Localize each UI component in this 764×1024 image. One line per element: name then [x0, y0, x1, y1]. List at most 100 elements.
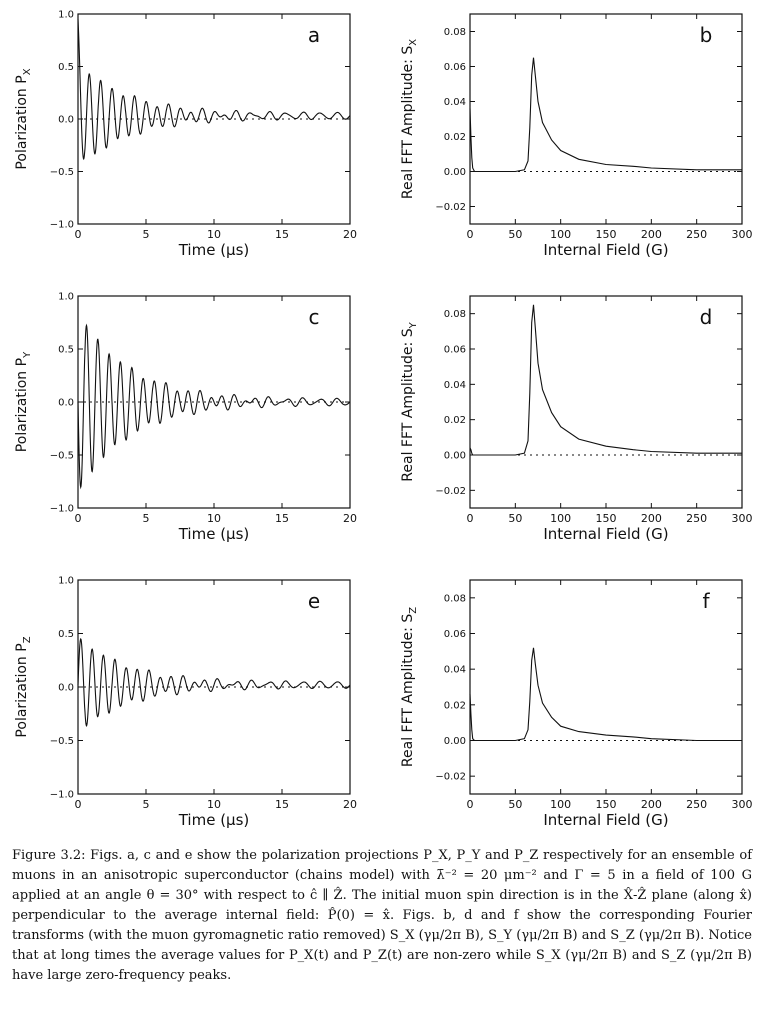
panel-letter: b	[700, 23, 713, 47]
series-line	[469, 647, 742, 742]
x-tick-label: 0	[467, 228, 474, 241]
chart-panel-d: 0 50 100 150 200 250 300 −0.02 0.00 0.02 0.04 0.06 0…	[400, 295, 753, 543]
x-tick-label: 300	[732, 798, 753, 811]
y-tick-label: −0.5	[50, 167, 74, 178]
y-tick-label: −1.0	[50, 220, 74, 231]
x-tick-label: 250	[686, 228, 707, 241]
x-tick-label: 300	[732, 512, 753, 525]
x-tick-label: 200	[641, 798, 662, 811]
x-tick-label: 300	[732, 228, 753, 241]
y-tick-label: 0.06	[444, 62, 466, 73]
chart-panel-e: 0 5 10 15 20 −1.0 −0.5 0.0 0.5 1.0 Time (μs) Polari…	[14, 576, 357, 830]
x-tick-label: 10	[207, 798, 221, 811]
x-tick-label: 20	[343, 512, 357, 525]
y-tick-label: 0.0	[58, 115, 74, 126]
figure-caption: Figure 3.2: Figs. a, c and e show the po…	[12, 848, 752, 983]
panel-letter: c	[309, 305, 320, 329]
y-axis-label: Real FFT Amplitude: SY	[400, 321, 419, 481]
x-tick-label: 20	[343, 228, 357, 241]
x-tick-label: 10	[207, 512, 221, 525]
y-tick-label: 0.08	[444, 593, 466, 604]
x-tick-label: 100	[550, 228, 571, 241]
x-tick-label: 15	[275, 798, 289, 811]
y-tick-label: 1.0	[58, 292, 74, 303]
x-tick-label: 50	[508, 228, 522, 241]
y-tick-label: 0.06	[444, 345, 466, 356]
y-axis-label: Polarization PZ	[14, 636, 33, 737]
y-tick-label: 0.06	[444, 629, 466, 640]
x-tick-label: 50	[508, 512, 522, 525]
panel-letter: d	[700, 305, 713, 329]
y-tick-label: 0.04	[444, 380, 466, 391]
x-tick-label: 5	[143, 512, 150, 525]
x-tick-label: 100	[550, 512, 571, 525]
x-axis-label: Time (μs)	[178, 811, 250, 829]
x-tick-label: 250	[686, 798, 707, 811]
y-axis-label: Real FFT Amplitude: SZ	[400, 607, 419, 767]
x-axis-label: Internal Field (G)	[543, 811, 668, 829]
y-tick-label: 0.0	[58, 398, 74, 409]
x-axis-label: Internal Field (G)	[543, 525, 668, 543]
y-tick-label: 0.08	[444, 27, 466, 38]
y-tick-label: 0.00	[444, 451, 466, 462]
y-tick-label: 0.5	[58, 629, 74, 640]
chart-panel-f: 0 50 100 150 200 250 300 −0.02 0.00 0.02 0.04 0.06 0…	[400, 579, 753, 829]
x-tick-label: 250	[686, 512, 707, 525]
series-line	[77, 323, 351, 490]
x-tick-label: 100	[550, 798, 571, 811]
y-tick-label: 0.04	[444, 97, 466, 108]
x-tick-label: 0	[75, 228, 82, 241]
y-tick-label: 0.02	[444, 700, 466, 711]
y-tick-label: −0.02	[435, 486, 466, 497]
y-tick-label: −1.0	[50, 790, 74, 801]
x-tick-label: 15	[275, 512, 289, 525]
y-tick-label: 0.04	[444, 665, 466, 676]
y-tick-label: 1.0	[58, 576, 74, 587]
chart-panel-a: 0 5 10 15 20 −1.0 −0.5 0.0 0.5 1.0 Time (μs) Polari…	[14, 10, 357, 260]
y-tick-label: 0.02	[444, 132, 466, 143]
x-axis-label: Time (μs)	[178, 241, 250, 259]
x-tick-label: 150	[596, 512, 617, 525]
x-tick-label: 0	[467, 512, 474, 525]
chart-panel-b: 0 50 100 150 200 250 300 −0.02 0.00 0.02 0.04 0.06 0…	[400, 13, 753, 259]
series-line	[469, 57, 742, 173]
panel-letter: e	[308, 589, 320, 613]
x-tick-label: 10	[207, 228, 221, 241]
y-tick-label: 0.02	[444, 415, 466, 426]
y-tick-label: 0.08	[444, 309, 466, 320]
x-tick-label: 50	[508, 798, 522, 811]
y-tick-label: −0.02	[435, 202, 466, 213]
series-line	[77, 637, 351, 728]
y-tick-label: −0.5	[50, 736, 74, 747]
y-tick-label: −0.02	[435, 772, 466, 783]
y-tick-label: 0.00	[444, 167, 466, 178]
x-tick-label: 0	[75, 512, 82, 525]
y-tick-label: 1.0	[58, 10, 74, 21]
x-tick-label: 20	[343, 798, 357, 811]
panel-letter: f	[702, 589, 710, 613]
x-axis-label: Time (μs)	[178, 525, 250, 543]
x-tick-label: 0	[75, 798, 82, 811]
y-tick-label: 0.0	[58, 683, 74, 694]
chart-panel-c: 0 5 10 15 20 −1.0 −0.5 0.0 0.5 1.0 Time (μs) Polari…	[14, 292, 357, 544]
x-tick-label: 200	[641, 512, 662, 525]
x-axis-label: Internal Field (G)	[543, 241, 668, 259]
x-tick-label: 150	[596, 798, 617, 811]
panel-letter: a	[308, 23, 320, 47]
x-tick-label: 5	[143, 228, 150, 241]
series-line	[77, 19, 351, 161]
series-line	[469, 304, 742, 456]
x-tick-label: 150	[596, 228, 617, 241]
y-axis-label: Real FFT Amplitude: SX	[400, 39, 419, 199]
y-tick-label: −0.5	[50, 451, 74, 462]
x-tick-label: 5	[143, 798, 150, 811]
x-tick-label: 0	[467, 798, 474, 811]
y-tick-label: 0.5	[58, 62, 74, 73]
plot-frame	[469, 579, 743, 795]
y-tick-label: 0.5	[58, 345, 74, 356]
x-tick-label: 200	[641, 228, 662, 241]
x-tick-label: 15	[275, 228, 289, 241]
y-axis-label: Polarization PX	[14, 68, 33, 169]
y-axis-label: Polarization PY	[14, 351, 33, 452]
y-tick-label: 0.00	[444, 736, 466, 747]
